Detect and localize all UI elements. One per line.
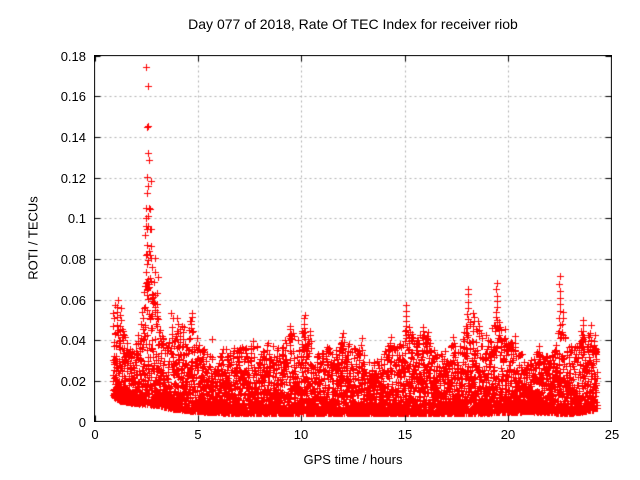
y-tick-label: 0.02 (60, 374, 86, 389)
y-tick-label: 0.06 (60, 293, 86, 308)
y-tick-label: 0.14 (60, 130, 86, 145)
plot-area-canvas (94, 55, 612, 422)
chart-title: Day 077 of 2018, Rate Of TEC Index for r… (188, 16, 518, 32)
y-tick-label: 0.08 (60, 252, 86, 267)
x-tick-label: 5 (194, 427, 202, 442)
y-tick-label: 0.18 (60, 49, 86, 64)
x-tick-label: 15 (397, 427, 413, 442)
y-tick-label: 0.1 (67, 211, 86, 226)
y-tick-label: 0.16 (60, 89, 86, 104)
x-tick-label: 25 (604, 427, 620, 442)
x-tick-label: 0 (91, 427, 99, 442)
y-tick-label: 0.12 (60, 171, 86, 186)
y-tick-label: 0.04 (60, 333, 86, 348)
x-tick-label: 10 (293, 427, 309, 442)
x-tick-label: 20 (500, 427, 516, 442)
y-tick-label: 0 (78, 415, 86, 430)
y-axis-title: ROTI / TECUs (25, 196, 41, 280)
x-axis-title: GPS time / hours (303, 452, 403, 467)
